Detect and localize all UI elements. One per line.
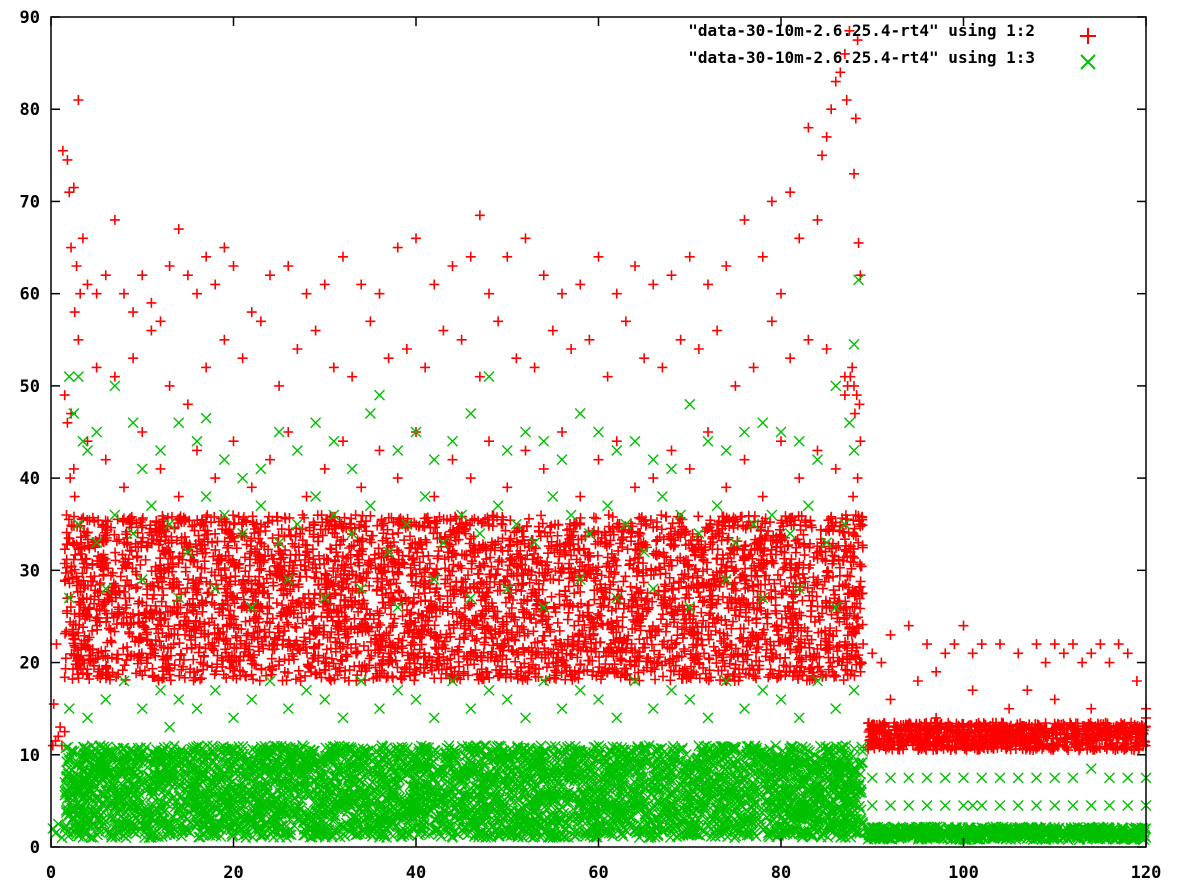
data-point-334 — [606, 605, 617, 616]
data-point-430 — [156, 596, 167, 607]
data-point-4 — [757, 550, 768, 561]
data-point-493 — [537, 635, 548, 646]
data-point-587 — [158, 672, 169, 683]
data-point-594 — [342, 651, 353, 662]
data-point-609 — [135, 559, 146, 570]
data-point-210 — [454, 661, 465, 672]
data-point-765 — [183, 574, 194, 585]
data-point-700 — [566, 650, 577, 661]
data-point-328 — [264, 603, 275, 614]
data-point-139 — [838, 675, 849, 686]
data-point-553 — [779, 562, 790, 573]
data-point-636 — [633, 667, 644, 678]
data-point-241 — [839, 534, 850, 545]
data-point-520 — [405, 531, 416, 542]
data-point-183 — [677, 633, 688, 644]
data-point-261 — [207, 537, 218, 548]
data-point-560 — [66, 648, 77, 659]
data-point-202 — [231, 632, 242, 643]
data-point-434 — [826, 543, 837, 554]
data-point-6 — [246, 669, 257, 680]
data-point-478 — [196, 572, 207, 583]
data-point-362 — [272, 623, 283, 634]
data-point-418 — [330, 572, 341, 583]
data-point-483 — [290, 674, 301, 685]
data-point-476 — [267, 613, 278, 624]
data-point-209 — [513, 551, 524, 562]
data-point-790 — [775, 574, 786, 585]
data-point-214 — [248, 674, 259, 685]
data-point-787 — [115, 571, 126, 582]
data-point-536 — [267, 533, 278, 544]
data-point-518 — [736, 632, 747, 643]
data-point-686 — [510, 584, 521, 595]
data-point-586 — [393, 585, 404, 596]
data-point-39 — [523, 513, 534, 524]
data-point-548 — [620, 571, 631, 582]
data-point-778 — [199, 534, 210, 545]
data-point-721 — [671, 637, 682, 648]
data-point-244 — [592, 550, 603, 561]
data-point-13 — [855, 603, 866, 614]
data-point-291 — [399, 535, 410, 546]
data-point-573 — [772, 569, 783, 580]
data-point-746 — [228, 510, 239, 521]
data-point-234 — [397, 611, 408, 622]
data-point-122 — [364, 580, 375, 591]
series-1-points — [47, 25, 1151, 756]
data-point-710 — [283, 619, 294, 630]
data-point-620 — [780, 581, 791, 592]
data-point-490 — [264, 592, 275, 603]
data-point-529 — [60, 663, 71, 674]
data-point-133 — [552, 617, 563, 628]
data-point-92 — [140, 554, 151, 565]
data-point-333 — [510, 656, 521, 667]
data-point-675 — [693, 511, 704, 522]
